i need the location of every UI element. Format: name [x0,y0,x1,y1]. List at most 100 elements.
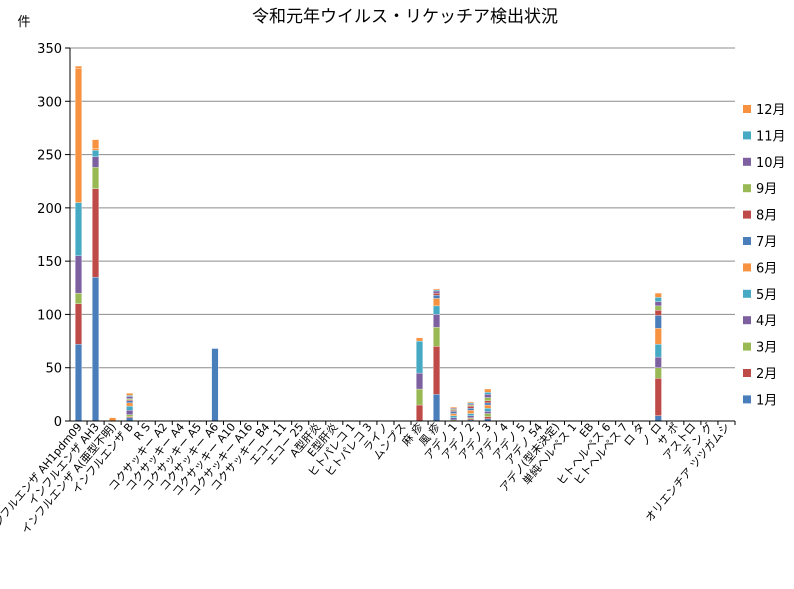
bar-segment [484,416,492,420]
bar-segment [484,411,492,414]
legend: 12月 11月 10月 9月 8月 7月 6月 5月 4月 3月 2月 1月 [743,103,786,408]
legend-swatch [743,131,751,140]
bar-segment [484,392,492,395]
bar-segment [654,344,662,358]
bar-segment [126,405,134,411]
bar-segment [654,356,662,368]
bar-segment [484,408,492,412]
bar-segment [654,378,662,416]
legend-label: 4月 [756,314,777,329]
legend-label: 5月 [756,288,777,303]
bar-segment [654,328,662,345]
bar-segment [416,388,423,406]
legend-label: 9月 [756,182,777,197]
legend-swatch [743,157,751,166]
bar-segment [467,415,475,418]
bar-segment [654,315,662,329]
bar-segment [433,394,440,422]
bar-segment [211,348,219,422]
bar-segment [92,276,99,422]
bar-segment [484,388,492,393]
bar-segment [654,367,662,379]
legend-swatch [743,263,751,272]
bar-segment [416,337,423,342]
bar-segment [433,346,440,395]
y-axis-ticks: 0 50 100 150 200 250 300 350 [37,42,70,430]
bar-segment [126,416,134,418]
bar-segment [433,327,440,347]
bar-segment [126,399,134,401]
bar-segment [450,410,458,412]
bar-segment [92,139,99,149]
bar-segment [484,394,492,398]
y-tick-label: 250 [37,149,62,164]
bar-segment [75,68,82,203]
bar-segment [433,295,440,299]
bar-segment [126,410,134,415]
bar-segment [75,292,82,304]
legend-swatch [743,210,751,219]
legend-label: 10月 [756,156,786,171]
bar-segment [467,401,475,404]
y-tick-label: 200 [37,202,62,217]
bar-segment [126,402,134,407]
bar-segment [126,414,134,417]
bar-segment [126,398,134,400]
bar-segment [654,415,662,422]
bar-segment [433,305,440,315]
bar-segment [75,303,82,345]
legend-swatch [743,369,751,377]
bar-segment [75,255,82,294]
bar-segment [450,415,458,418]
bar-segment [450,417,458,421]
y-tick-label: 50 [45,362,62,377]
bar-segment [484,397,492,401]
bar-segment [92,188,99,278]
bars [75,65,736,425]
bar-segment [92,167,99,189]
bar-segment [654,310,662,316]
legend-label: 2月 [756,367,777,382]
bar-segment [433,290,440,294]
bar-segment [416,372,423,390]
chart-title: 令和元年ウイルス・リケッチア検出状況 [252,7,558,27]
legend-label: 12月 [756,103,786,118]
bar-segment [484,400,492,404]
bar-segment [416,404,423,422]
bar-segment [92,148,99,151]
y-tick-label: 100 [37,308,62,323]
bar-segment [75,344,82,422]
legend-swatch [743,184,751,193]
bar-segment [654,297,662,302]
bar-segment [467,404,475,407]
bar-segment [654,305,662,311]
bar-segment [450,408,458,410]
bar-segment [450,413,458,416]
legend-swatch [743,342,751,351]
legend-swatch [743,289,751,298]
bar-segment [467,417,475,420]
bar-segment [467,418,475,421]
legend-label: 11月 [756,129,786,144]
bar-segment [92,150,99,157]
legend-swatch [743,316,751,325]
bar-segment [467,413,475,416]
bar-segment [467,403,475,406]
y-tick-label: 0 [54,415,62,430]
bar-segment [433,292,440,296]
bar-segment [654,292,662,298]
bar-segment [467,410,475,414]
bar-segment [433,314,440,328]
bar-segment [450,406,458,409]
bar-segment [450,411,458,414]
bar-segment [416,340,423,374]
bar-segment [92,156,99,168]
bar-segment [126,400,134,404]
legend-label: 1月 [756,393,777,408]
bar-segment [450,409,458,411]
bar-segment [484,413,492,417]
bar-segment [433,289,440,292]
